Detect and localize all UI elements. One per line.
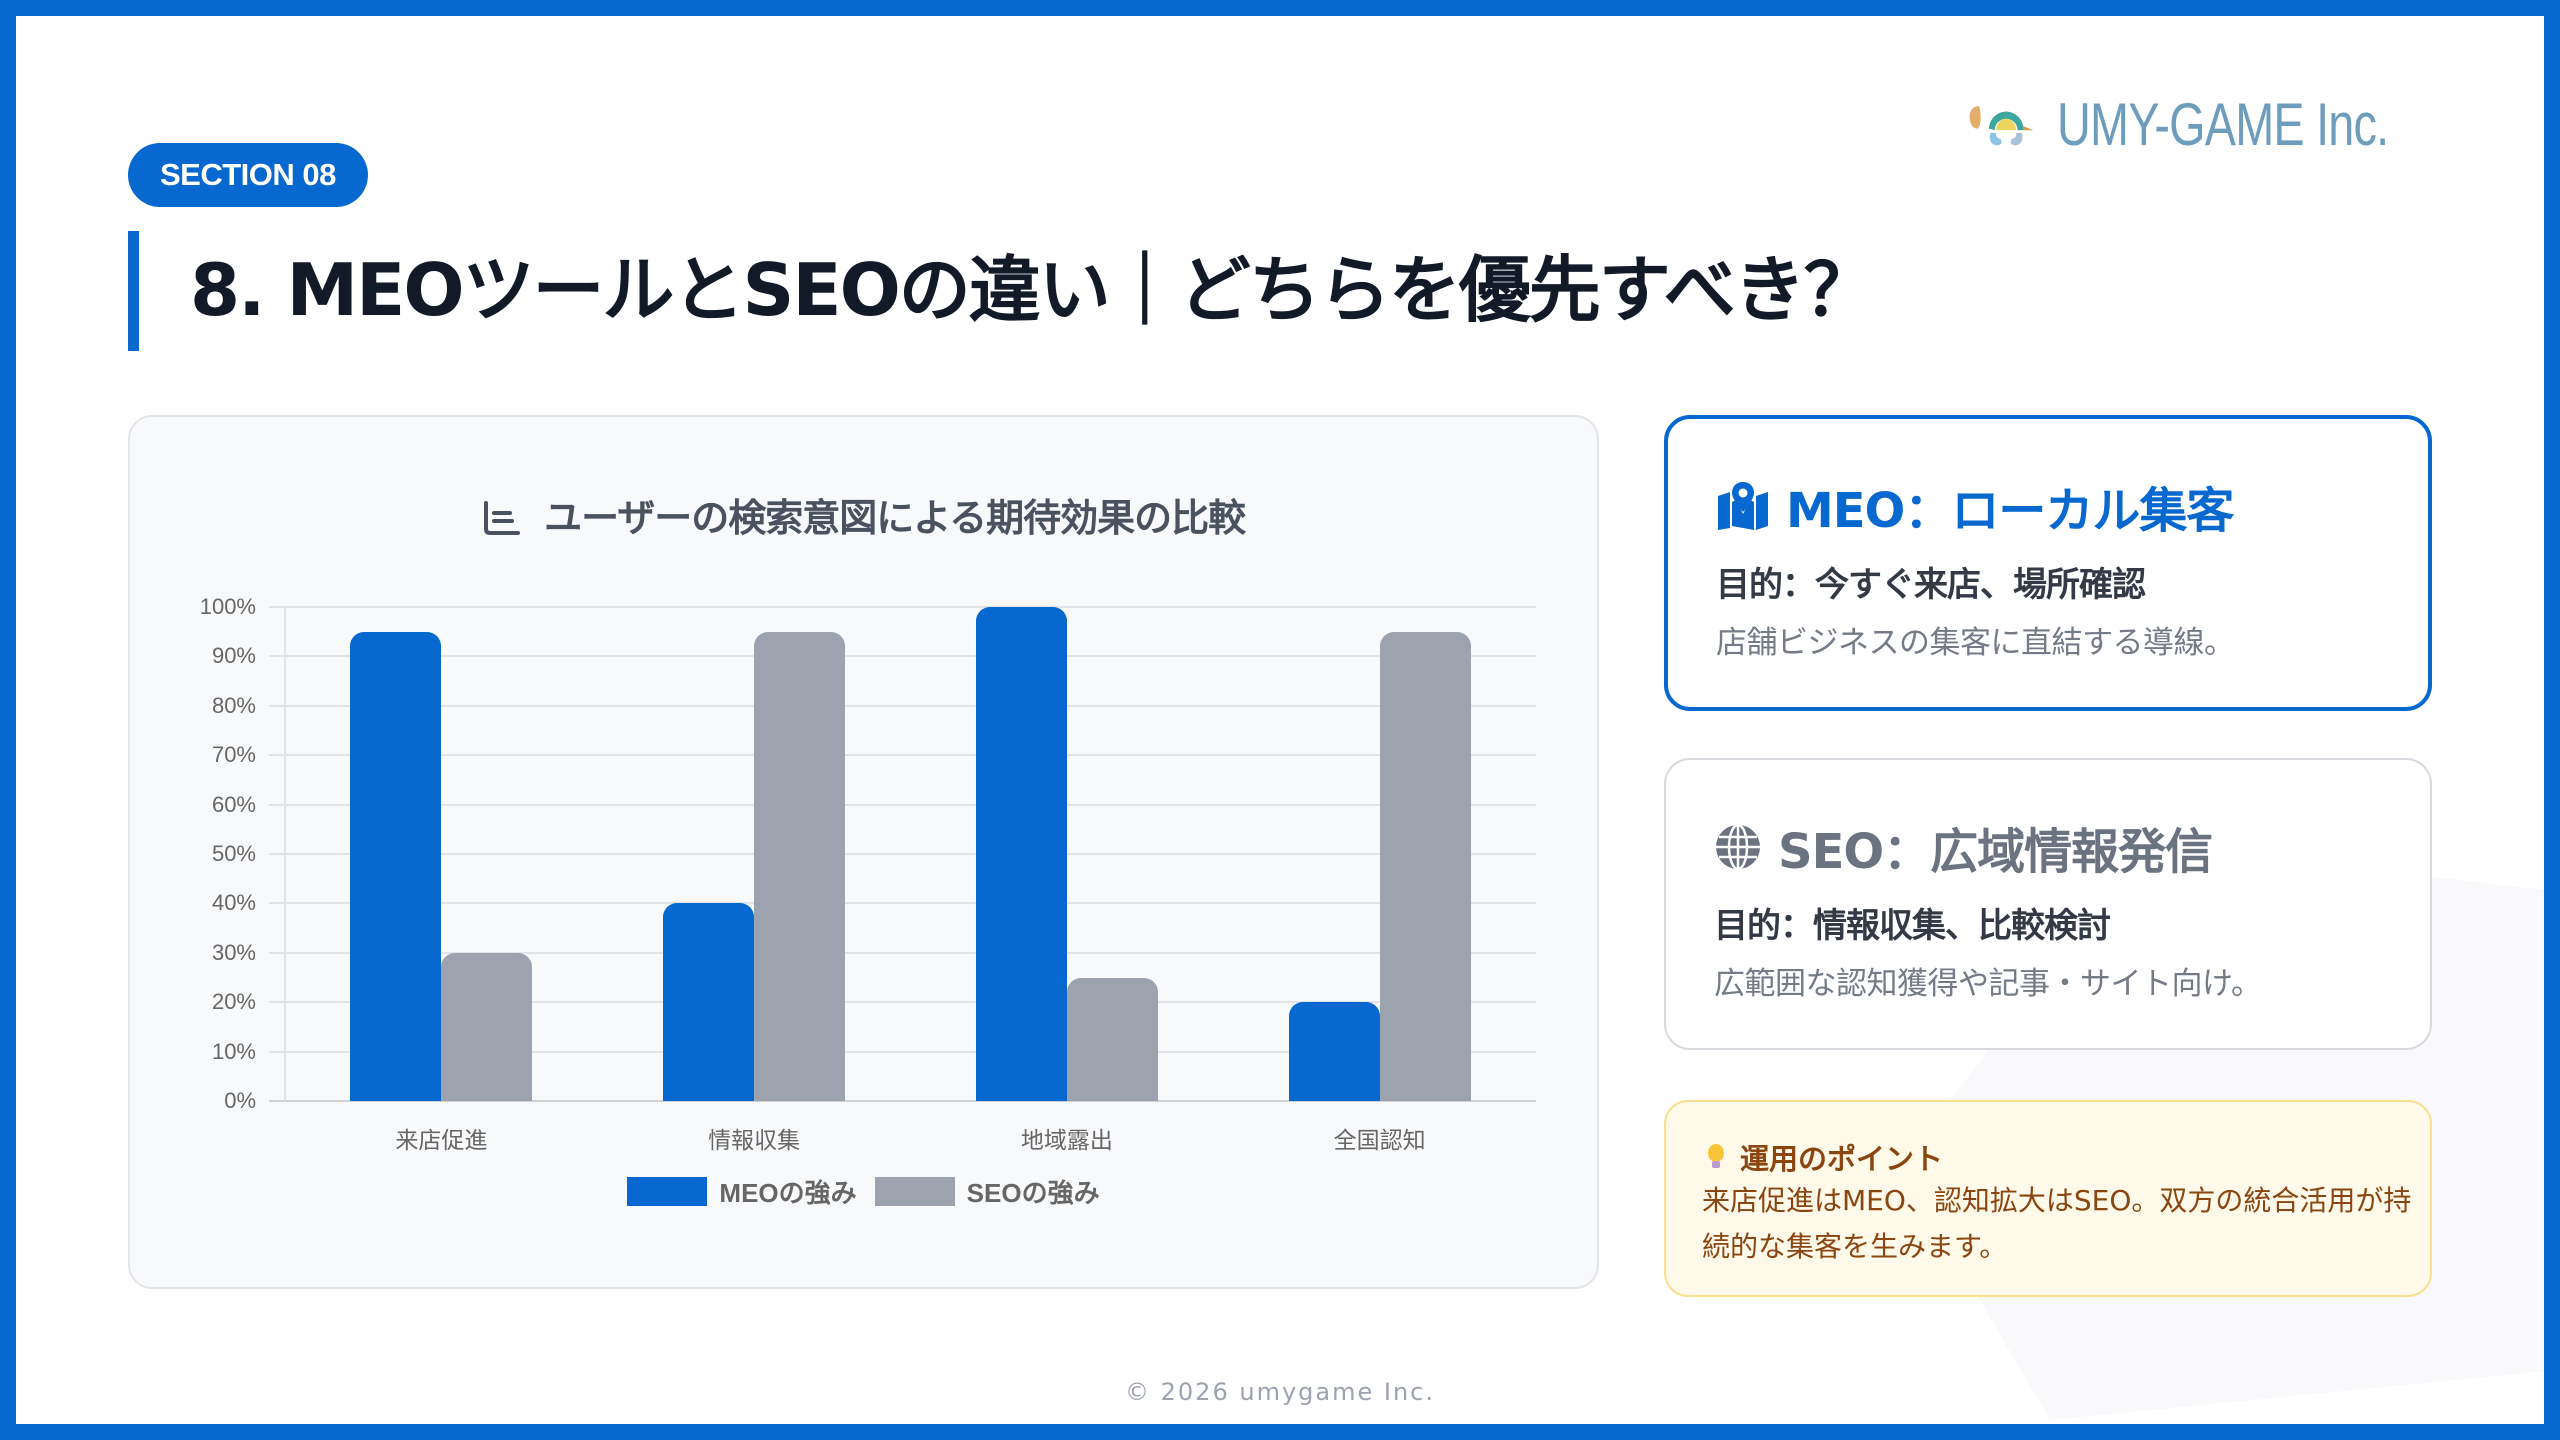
legend-swatch-seo [874,1177,955,1206]
gridline [269,902,1536,905]
gridline [269,704,1536,707]
bar-chart-plot: 100% 90% 80% 70% 60% 50% 40% 30% 20% 10% 0% 来店促進 情報収… [130,417,1597,1287]
footer-copyright: © 2026 umygame Inc. [1125,1378,1435,1406]
gridline [269,1001,1536,1004]
company-logo: UMY-GAME Inc. [1965,90,2482,159]
bar-meo[interactable] [975,607,1067,1101]
bar-seo[interactable] [754,631,846,1101]
title-accent-bar [128,231,139,351]
y-tick-label: 70% [211,742,256,768]
gridline [269,1100,1536,1102]
seo-card-title: SEO：広域情報発信 [1714,812,2213,882]
seo-card: SEO：広域情報発信 目的：情報収集、比較検討 広範囲な認知獲得や記事・サイト向… [1664,758,2432,1050]
gridline [269,853,1536,855]
gridline [269,606,1536,608]
chart-legend: MEOの強み SEOの強み [130,1173,1597,1210]
bar-seo[interactable] [441,952,533,1101]
gridline [269,803,1536,806]
tip-title: 運用のポイント [1706,1136,1943,1178]
bar-chart-icon [482,500,520,544]
legend-label-meo: MEOの強み [719,1178,857,1208]
meo-card-title: MEO：ローカル集客 [1716,471,2234,541]
y-tick-label: 100% [199,594,256,619]
y-tick-label: 80% [211,692,256,718]
y-tick-label: 50% [211,841,256,866]
lightbulb-icon [1706,1143,1726,1171]
bar-seo[interactable] [1379,631,1471,1101]
page-title: 8. MEOツールとSEOの違い｜どちらを優先すべき？ [190,248,1876,332]
gridline [269,655,1536,658]
meo-title-text: MEO：ローカル集客 [1786,483,2234,539]
y-tick-label: 90% [211,643,256,669]
legend-item-seo[interactable]: SEOの強み [874,1173,1100,1210]
logo-text: UMY-GAME Inc. [2057,91,2389,158]
gridline [269,951,1536,954]
seo-purpose: 目的：情報収集、比較検討 [1714,906,2111,946]
meo-purpose: 目的：今すぐ来店、場所確認 [1716,565,2146,605]
y-tick-label: 10% [211,1038,256,1064]
gridline [269,754,1536,757]
logo-mark-icon [1965,92,2043,158]
y-tick-label: 30% [211,939,256,965]
x-tick-label: 情報収集 [708,1128,801,1154]
chart-title: ユーザーの検索意図による期待効果の比較 [130,487,1597,544]
tip-body: 来店促進はMEO、認知拡大はSEO。双方の統合活用が持続的な集客を生みます。 [1702,1184,2412,1263]
tip-title-text: 運用のポイント [1740,1142,1944,1176]
globe-icon [1714,823,1762,871]
y-tick-label: 0% [224,1088,256,1113]
y-tick-label: 40% [211,890,256,916]
meo-description: 店舗ビジネスの集客に直結する導線。 [1716,625,2235,661]
bar-meo[interactable] [1288,1002,1380,1101]
section-badge: SECTION 08 [128,143,368,207]
x-tick-label: 地域露出 [1020,1128,1113,1154]
x-tick-label: 全国認知 [1333,1128,1426,1154]
y-tick-label: 60% [211,791,256,817]
legend-label-seo: SEOの強み [966,1178,1100,1208]
x-tick-label: 来店促進 [395,1128,488,1154]
tip-box: 運用のポイント 来店促進はMEO、認知拡大はSEO。双方の統合活用が持続的な集客… [1664,1100,2432,1297]
chart-card: ユーザーの検索意図による期待効果の比較 100% 90% 80% 70% 60% 50% 4… [128,415,1599,1289]
seo-description: 広範囲な認知獲得や記事・サイト向け。 [1714,966,2262,1002]
bar-seo[interactable] [1066,977,1158,1101]
bar-meo[interactable] [663,903,755,1101]
map-pin-icon [1716,482,1770,530]
seo-title-text: SEO：広域情報発信 [1778,824,2213,880]
gridline [269,1050,1536,1053]
y-axis-line [284,607,286,1101]
y-tick-label: 20% [211,989,256,1015]
legend-item-meo[interactable]: MEOの強み [627,1173,857,1210]
bar-meo[interactable] [350,631,442,1101]
chart-title-text: ユーザーの検索意図による期待効果の比較 [544,496,1246,540]
legend-swatch-meo [627,1177,708,1206]
meo-card: MEO：ローカル集客 目的：今すぐ来店、場所確認 店舗ビジネスの集客に直結する導… [1664,415,2432,711]
